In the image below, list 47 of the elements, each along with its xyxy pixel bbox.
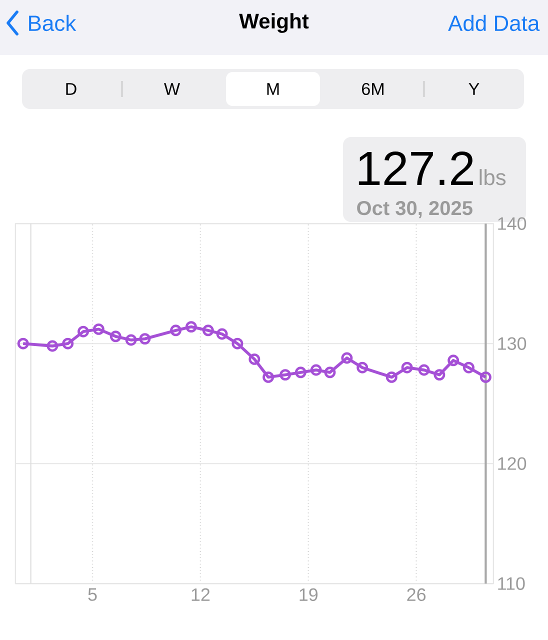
x-tick-label: 19: [300, 588, 318, 602]
text: 127.2: [358, 152, 473, 185]
x-tick-label: 5: [88, 588, 97, 601]
point: [170, 324, 182, 336]
point: [46, 340, 58, 352]
point: [139, 333, 151, 345]
point: [401, 362, 413, 374]
point: [386, 371, 398, 383]
point: [448, 354, 460, 366]
y-tick-label: 130: [498, 337, 526, 350]
point: [262, 371, 274, 383]
x-tick-label: 26: [407, 588, 426, 602]
point: [356, 362, 368, 374]
point: [310, 364, 322, 376]
y-tick-label: 140: [498, 217, 526, 230]
point: [125, 334, 137, 346]
point: [324, 366, 336, 378]
point: [232, 338, 244, 350]
point: [341, 352, 353, 364]
point: [110, 330, 122, 342]
point: [480, 371, 492, 383]
point: [92, 323, 104, 335]
point: [434, 369, 446, 381]
point: [418, 364, 430, 376]
text: Add Data: [448, 14, 540, 32]
text: Y: [468, 83, 480, 95]
point: [248, 353, 260, 365]
point: [202, 324, 214, 336]
text: W: [164, 83, 180, 95]
point: [17, 338, 29, 350]
point: [78, 326, 89, 338]
chart-title: Weight: [239, 13, 309, 33]
y-tick-label: 120: [498, 457, 526, 470]
text: Oct 30, 2025: [357, 201, 472, 218]
text: M: [267, 83, 279, 95]
x-tick-label: 12: [192, 588, 210, 601]
text: lbs: [480, 169, 506, 186]
y-tick-label: 110: [498, 577, 525, 590]
point: [294, 366, 306, 378]
text: Back: [29, 14, 76, 32]
text: D: [66, 83, 76, 95]
point: [62, 338, 74, 350]
text: 6M: [362, 82, 384, 96]
point: [280, 369, 291, 381]
point: [463, 362, 474, 374]
point: [216, 328, 228, 340]
point: [185, 321, 197, 333]
